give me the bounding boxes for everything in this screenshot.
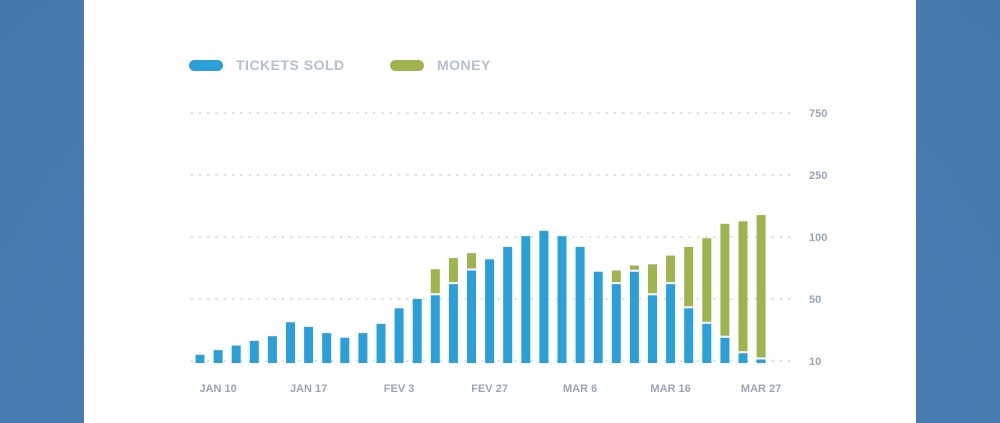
bar-tickets-sold bbox=[539, 230, 549, 363]
x-tick-label: FEV 3 bbox=[384, 383, 415, 395]
bar-tickets-sold bbox=[503, 246, 513, 363]
bar-money bbox=[648, 264, 657, 294]
y-tick-label: 250 bbox=[809, 170, 827, 182]
chart-card: TICKETS SOLD MONEY 10 50 100 250 750 JAN 10 J… bbox=[84, 0, 916, 423]
bar-tickets-sold bbox=[521, 236, 531, 363]
bars bbox=[195, 215, 766, 363]
legend-item-money: MONEY bbox=[390, 57, 491, 73]
bar-money bbox=[430, 269, 440, 294]
bar-money bbox=[720, 223, 730, 336]
x-tick-label: MAR 27 bbox=[741, 383, 781, 395]
bar-tickets-sold bbox=[195, 354, 205, 363]
bar-money bbox=[448, 258, 458, 283]
bar-tickets-sold bbox=[467, 270, 476, 363]
bar-tickets-sold bbox=[448, 284, 458, 363]
bar-tickets-sold bbox=[575, 246, 585, 363]
bar-tickets-sold bbox=[304, 326, 314, 363]
bar-tickets-sold bbox=[611, 284, 621, 363]
bar-money bbox=[702, 238, 712, 322]
y-tick-label: 10 bbox=[809, 356, 821, 368]
x-tick-label: MAR 16 bbox=[650, 383, 690, 395]
bar-tickets-sold bbox=[702, 323, 712, 363]
bar-tickets-sold bbox=[231, 345, 241, 363]
bar-tickets-sold bbox=[358, 333, 368, 363]
bar-tickets-sold bbox=[485, 259, 495, 363]
bar-money bbox=[756, 215, 766, 358]
stacked-bar-chart: 10 50 100 250 750 JAN 10 JAN 17 FEV 3 FEV 27 MAR… bbox=[190, 108, 827, 395]
legend-swatch-tickets bbox=[189, 59, 223, 71]
bar-tickets-sold bbox=[557, 236, 567, 363]
legend-label-tickets: TICKETS SOLD bbox=[236, 57, 345, 73]
legend-swatch-money bbox=[390, 59, 424, 71]
bar-tickets-sold bbox=[286, 322, 295, 363]
bar-money bbox=[684, 246, 694, 307]
bar-tickets-sold bbox=[738, 353, 748, 363]
y-tick-label: 50 bbox=[809, 294, 821, 306]
bar-tickets-sold bbox=[720, 337, 730, 363]
bar-money bbox=[666, 255, 676, 283]
y-axis-ticks: 10 50 100 250 750 bbox=[809, 108, 827, 368]
bar-money bbox=[629, 265, 639, 270]
bar-tickets-sold bbox=[430, 295, 440, 363]
bar-tickets-sold bbox=[322, 333, 332, 363]
bar-tickets-sold bbox=[648, 295, 657, 363]
bar-tickets-sold bbox=[412, 299, 422, 363]
bar-tickets-sold bbox=[340, 337, 350, 363]
bar-tickets-sold bbox=[756, 359, 766, 363]
bar-money bbox=[738, 221, 748, 352]
bar-tickets-sold bbox=[394, 308, 404, 363]
x-tick-label: MAR 6 bbox=[563, 383, 597, 395]
bar-tickets-sold bbox=[213, 350, 223, 363]
bar-tickets-sold bbox=[593, 271, 603, 363]
bar-tickets-sold bbox=[376, 323, 386, 363]
bar-money bbox=[611, 270, 621, 283]
x-tick-label: JAN 17 bbox=[290, 383, 327, 395]
bar-money bbox=[467, 253, 476, 269]
y-tick-label: 750 bbox=[809, 108, 827, 120]
legend-label-money: MONEY bbox=[437, 57, 491, 73]
bar-tickets-sold bbox=[249, 340, 259, 363]
bar-tickets-sold bbox=[684, 308, 694, 363]
x-axis-ticks: JAN 10 JAN 17 FEV 3 FEV 27 MAR 6 MAR 16 MAR 27 bbox=[199, 383, 781, 395]
bar-tickets-sold bbox=[267, 336, 277, 363]
x-tick-label: JAN 10 bbox=[199, 383, 236, 395]
x-tick-label: FEV 27 bbox=[471, 383, 508, 395]
y-tick-label: 100 bbox=[809, 232, 827, 244]
legend-item-tickets: TICKETS SOLD bbox=[189, 57, 345, 73]
bar-tickets-sold bbox=[666, 284, 676, 363]
bar-tickets-sold bbox=[629, 271, 639, 363]
